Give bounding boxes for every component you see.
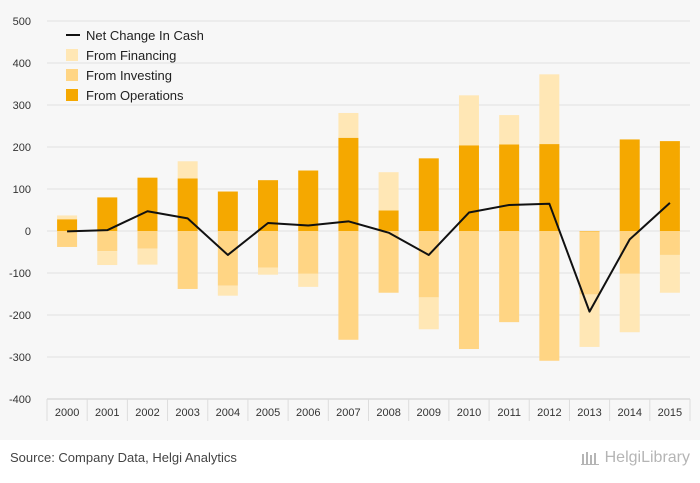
bar-from-operations (378, 210, 399, 231)
bar-from-financing (298, 273, 319, 287)
bar-from-financing (659, 254, 680, 293)
bar-from-operations (418, 158, 439, 231)
bar-from-operations (57, 219, 78, 231)
y-tick-label: -100 (9, 268, 31, 280)
x-tick-label: 2014 (617, 407, 641, 419)
x-tick-label: 2002 (135, 407, 159, 419)
bar-from-operations (177, 178, 198, 231)
bar-from-financing (378, 172, 399, 211)
bar-from-investing (217, 231, 238, 286)
bar-from-investing (137, 231, 158, 249)
bar-from-investing (258, 231, 279, 268)
bar-from-financing (418, 297, 439, 330)
x-tick-label: 2010 (457, 407, 481, 419)
x-tick-label: 2003 (175, 407, 199, 419)
bar-from-financing (137, 248, 158, 265)
x-tick-label: 2007 (336, 407, 360, 419)
y-tick-label: 100 (13, 184, 31, 196)
bar-from-financing (177, 161, 198, 179)
bar-from-financing (539, 74, 560, 145)
legend-financing-swatch (66, 49, 78, 61)
x-tick-label: 2006 (296, 407, 320, 419)
y-tick-label: -300 (9, 352, 31, 364)
bar-from-investing (499, 231, 520, 323)
bar-from-investing (659, 231, 680, 255)
net-change-line (67, 202, 671, 313)
bar-from-operations (619, 139, 640, 231)
bar-from-investing (458, 231, 479, 350)
bar-from-operations (458, 145, 479, 231)
brand-logo[interactable]: HelgiLibrary (580, 449, 690, 467)
bar-from-investing (539, 231, 560, 361)
y-tick-label: 400 (13, 58, 31, 70)
bar-layer (57, 74, 680, 361)
y-tick-label: 0 (25, 226, 31, 238)
bar-from-operations (298, 170, 319, 231)
bar-from-investing (579, 231, 600, 295)
bar-from-investing (378, 231, 399, 293)
stacked-bar-chart: -400 -300 -200 -100 0 100 200 300 400 500 2000 2001… (9, 16, 691, 421)
brand-name: HelgiLibrary (604, 449, 690, 466)
legend-operations-label: From Operations (86, 88, 184, 103)
source-note: Source: Company Data, Helgi Analytics (10, 450, 237, 465)
bar-from-financing (217, 285, 238, 296)
bar-from-financing (258, 267, 279, 275)
bar-from-investing (619, 231, 640, 274)
bar-from-operations (258, 180, 279, 231)
legend-investing-swatch (66, 69, 78, 81)
bar-from-operations (659, 141, 680, 231)
bar-from-operations (338, 137, 359, 231)
bar-from-operations (539, 144, 560, 231)
y-tick-label: -400 (9, 394, 31, 406)
bar-from-financing (458, 95, 479, 146)
x-tick-label: 2015 (658, 407, 682, 419)
axis-layer: -400 -300 -200 -100 0 100 200 300 400 500 2000 2001… (9, 16, 691, 421)
bar-from-financing (499, 115, 520, 145)
x-tick-label: 2012 (537, 407, 561, 419)
legend-operations-swatch (66, 89, 78, 101)
x-tick-label: 2000 (55, 407, 79, 419)
bar-from-investing (298, 231, 319, 274)
x-tick-label: 2009 (417, 407, 441, 419)
x-tick-label: 2011 (497, 407, 521, 419)
y-tick-label: 200 (13, 142, 31, 154)
x-tick-label: 2005 (256, 407, 280, 419)
bar-from-financing (619, 273, 640, 333)
net-change-line-layer (67, 202, 671, 313)
bar-from-financing (338, 112, 359, 138)
x-tick-label: 2001 (95, 407, 119, 419)
x-tick-label: 2004 (216, 407, 240, 419)
bar-from-financing (97, 251, 118, 266)
bar-from-operations (137, 177, 158, 231)
chart-area: -400 -300 -200 -100 0 100 200 300 400 500 2000 2001… (8, 16, 691, 421)
bar-from-operations (217, 191, 238, 231)
bar-from-investing (338, 231, 359, 340)
legend: Net Change In Cash From Financing From I… (66, 28, 204, 103)
bar-from-investing (177, 231, 198, 289)
legend-investing-label: From Investing (86, 68, 172, 83)
bar-from-financing (579, 294, 600, 347)
y-tick-label: -200 (9, 310, 31, 322)
bar-from-financing (57, 215, 78, 220)
bar-from-operations (499, 144, 520, 231)
bar-from-investing (418, 231, 439, 298)
bar-from-investing (97, 231, 118, 252)
bar-from-investing (57, 231, 78, 247)
library-icon (580, 452, 599, 465)
legend-financing-label: From Financing (86, 48, 176, 63)
y-tick-label: 300 (13, 100, 31, 112)
y-tick-label: 500 (13, 16, 31, 28)
x-tick-label: 2008 (376, 407, 400, 419)
legend-net-label: Net Change In Cash (86, 28, 204, 43)
x-tick-label: 2013 (577, 407, 601, 419)
bar-from-operations (97, 197, 118, 231)
